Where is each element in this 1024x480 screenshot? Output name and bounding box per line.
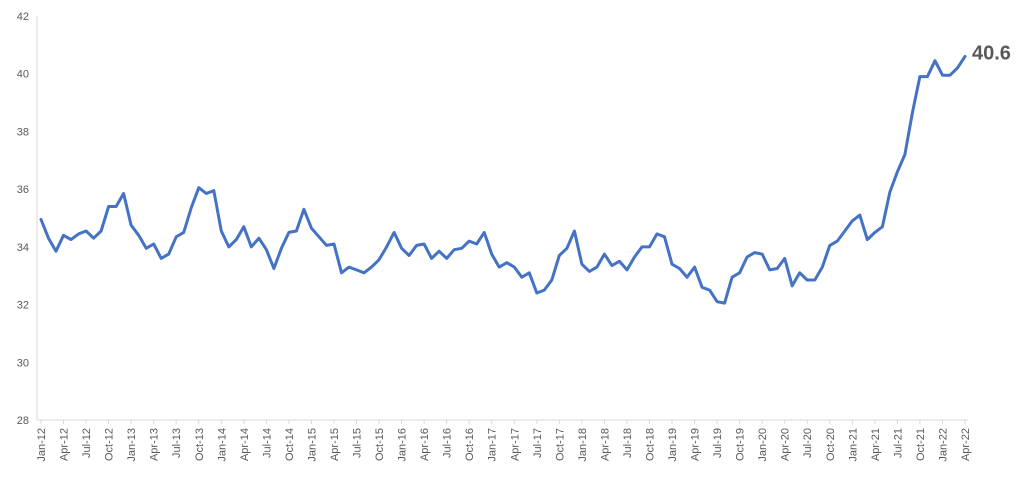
x-tick-label: Apr-21 (870, 428, 882, 461)
x-tick-label: Apr-22 (960, 428, 972, 461)
y-tick-label: 34 (17, 242, 29, 254)
x-tick-label: Jul-16 (442, 428, 454, 458)
x-tick-label: Jan-21 (847, 428, 859, 462)
y-tick-label: 30 (17, 357, 29, 369)
x-axis: Jan-12 Apr-12 Jul-12 Oct-12 Jan-13 Apr-13 Jul-… (36, 419, 972, 462)
y-axis: 28 30 32 34 36 38 40 42 (17, 11, 38, 427)
x-tick-label: Apr-13 (149, 428, 161, 461)
y-tick-label: 42 (17, 11, 29, 23)
x-tick-label: Apr-17 (509, 428, 521, 461)
y-tick-label: 32 (17, 300, 29, 312)
x-tick-label: Apr-12 (59, 428, 71, 461)
x-tick-label: Oct-19 (735, 428, 747, 461)
y-tick-label: 38 (17, 126, 29, 138)
x-tick-label: Oct-12 (104, 428, 116, 461)
x-tick-label: Jul-12 (81, 428, 93, 458)
x-tick-label: Jul-18 (622, 428, 634, 458)
x-tick-label: Jan-14 (216, 428, 228, 462)
series-line (39, 54, 967, 305)
x-tick-label: Jul-21 (892, 428, 904, 458)
x-tick-label: Jan-18 (577, 428, 589, 462)
x-tick-label: Jul-19 (712, 428, 724, 458)
x-tick-label: Jan-22 (937, 428, 949, 462)
y-tick-label: 36 (17, 184, 29, 196)
x-tick-label: Apr-20 (780, 428, 792, 461)
x-tick-label: Jan-17 (487, 428, 499, 462)
y-tick-label: 40 (17, 69, 29, 81)
series-area (39, 54, 967, 305)
x-tick-label: Apr-16 (419, 428, 431, 461)
x-tick-label: Oct-18 (644, 428, 656, 461)
x-tick-label: Oct-13 (194, 428, 206, 461)
x-tick-label: Oct-20 (825, 428, 837, 461)
x-tick-label: Jan-13 (126, 428, 138, 462)
x-tick-label: Apr-18 (599, 428, 611, 461)
x-tick-label: Oct-21 (915, 428, 927, 461)
x-tick-label: Oct-16 (464, 428, 476, 461)
x-tick-label: Jul-14 (261, 428, 273, 458)
x-tick-label: Jan-20 (757, 428, 769, 462)
y-tick-label: 28 (17, 415, 29, 427)
x-tick-label: Jan-12 (36, 428, 48, 462)
x-tick-label: Jul-20 (802, 428, 814, 458)
x-tick-label: Jan-19 (667, 428, 679, 462)
x-tick-label: Oct-17 (554, 428, 566, 461)
x-tick-label: Oct-14 (284, 428, 296, 461)
x-tick-label: Apr-15 (329, 428, 341, 461)
x-tick-label: Jan-16 (397, 428, 409, 462)
x-tick-label: Jan-15 (306, 428, 318, 462)
x-tick-label: Oct-15 (374, 428, 386, 461)
x-tick-label: Apr-19 (690, 428, 702, 461)
x-tick-label: Jul-15 (352, 428, 364, 458)
x-tick-label: Jul-13 (171, 428, 183, 458)
end-value-label: 40.6 (972, 42, 1011, 64)
x-tick-label: Apr-14 (239, 428, 251, 461)
x-tick-label: Jul-17 (532, 428, 544, 458)
